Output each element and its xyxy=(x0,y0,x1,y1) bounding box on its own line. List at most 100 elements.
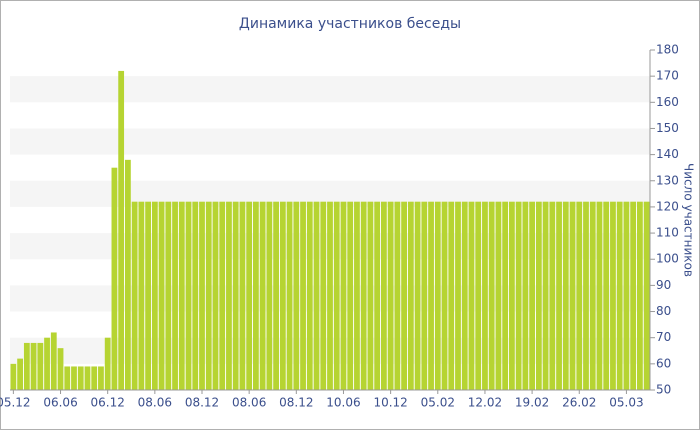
y-tick-label: 100 xyxy=(656,252,679,266)
bar xyxy=(630,201,637,390)
bar xyxy=(636,201,643,390)
bar xyxy=(333,201,340,390)
bar xyxy=(367,201,374,390)
bar xyxy=(434,201,441,390)
x-tick-label: 19.02 xyxy=(515,396,549,410)
bar xyxy=(354,201,360,390)
bar xyxy=(441,201,448,390)
bar xyxy=(30,342,37,390)
x-tick-label: 08.06 xyxy=(232,396,266,410)
bar xyxy=(327,201,333,390)
x-tick-label: 06.12 xyxy=(91,396,125,410)
y-tick-label: 60 xyxy=(656,356,671,370)
x-tick-label: 10.06 xyxy=(326,396,360,410)
bar xyxy=(192,201,199,390)
bar xyxy=(124,159,131,390)
x-tick-label: 10.12 xyxy=(373,396,407,410)
bar xyxy=(212,201,219,390)
bar xyxy=(387,201,394,390)
bar xyxy=(535,201,542,390)
bar xyxy=(508,201,515,390)
bar xyxy=(610,201,616,390)
bar xyxy=(199,201,205,390)
bar xyxy=(461,201,468,390)
bar xyxy=(306,201,313,390)
y-tick-label: 80 xyxy=(656,304,671,318)
bar xyxy=(407,201,414,390)
bar xyxy=(603,201,610,390)
x-tick-label: 05.03 xyxy=(609,396,643,410)
bar xyxy=(57,348,64,390)
bar xyxy=(401,201,408,390)
bar xyxy=(529,201,536,390)
bar xyxy=(286,201,293,390)
bar xyxy=(515,201,522,390)
grid-band xyxy=(10,76,650,103)
y-tick-label: 180 xyxy=(656,43,679,57)
bar xyxy=(232,201,239,390)
bar xyxy=(562,201,569,390)
y-tick-label: 140 xyxy=(656,147,679,161)
bar xyxy=(158,201,165,390)
bar xyxy=(50,332,57,390)
y-tick-label: 90 xyxy=(656,278,671,292)
x-tick-label: 05.02 xyxy=(421,396,455,410)
bar xyxy=(583,201,589,390)
bar xyxy=(556,201,562,390)
bar xyxy=(77,366,84,390)
bar xyxy=(455,201,461,390)
y-tick-label: 120 xyxy=(656,199,679,213)
y-tick-label: 50 xyxy=(656,383,671,397)
y-tick-label: 170 xyxy=(656,69,679,83)
bar xyxy=(421,201,428,390)
bar xyxy=(98,366,104,390)
bar xyxy=(313,201,320,390)
bar xyxy=(320,201,327,390)
y-tick-label: 160 xyxy=(656,95,679,109)
bar xyxy=(219,201,226,390)
bar xyxy=(616,201,623,390)
bar xyxy=(165,201,172,390)
bar xyxy=(623,201,630,390)
chart-title: Динамика участников беседы xyxy=(239,16,461,32)
bar xyxy=(118,70,125,390)
bar xyxy=(482,201,488,390)
bar xyxy=(10,363,17,390)
bar xyxy=(589,201,596,390)
bar xyxy=(475,201,482,390)
bar xyxy=(468,201,475,390)
bar xyxy=(502,201,509,390)
y-tick-label: 70 xyxy=(656,330,671,344)
x-tick-label: 08.12 xyxy=(279,396,313,410)
bar xyxy=(185,201,192,390)
bar xyxy=(360,201,367,390)
bar xyxy=(252,201,259,390)
bar xyxy=(111,167,118,390)
bar xyxy=(226,201,232,390)
bar xyxy=(37,342,44,390)
bar xyxy=(340,201,347,390)
bar xyxy=(246,201,253,390)
bar xyxy=(71,366,77,390)
x-tick-label: 05.12 xyxy=(0,396,31,410)
x-tick-label: 06.06 xyxy=(43,396,77,410)
y-tick-label: 130 xyxy=(656,173,679,187)
bar xyxy=(151,201,158,390)
bar xyxy=(495,201,502,390)
bar xyxy=(145,201,152,390)
bar xyxy=(428,201,434,390)
bar xyxy=(23,342,30,390)
bar xyxy=(522,201,529,390)
bar xyxy=(549,201,556,390)
bar xyxy=(205,201,212,390)
bar xyxy=(293,201,300,390)
bar xyxy=(374,201,381,390)
bar xyxy=(131,201,138,390)
bar xyxy=(104,337,111,390)
bar xyxy=(414,201,421,390)
bar xyxy=(64,366,71,390)
bar xyxy=(273,201,280,390)
y-tick-label: 150 xyxy=(656,121,679,135)
bar xyxy=(394,201,401,390)
